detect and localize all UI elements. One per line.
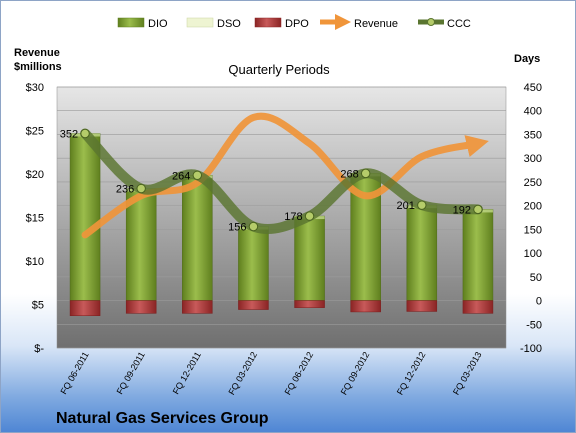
right-tick-label: -100 bbox=[520, 343, 542, 355]
ccc-data-label: 201 bbox=[396, 200, 414, 212]
category-label: FQ 09-2011 bbox=[115, 350, 147, 396]
legend-item-dpo: DPO bbox=[254, 17, 309, 30]
legend-label-revenue: Revenue bbox=[354, 18, 398, 30]
category-label: FQ 03-2013 bbox=[451, 350, 484, 397]
dpo-bar bbox=[182, 300, 213, 314]
dpo-bar bbox=[462, 300, 494, 314]
ccc-data-label: 236 bbox=[116, 184, 134, 196]
dpo-bar bbox=[125, 300, 157, 314]
dio-bar bbox=[462, 209, 494, 301]
left-tick-label: $10 bbox=[26, 256, 44, 268]
chart-title: Quarterly Periods bbox=[228, 62, 330, 77]
right-tick-label: 100 bbox=[524, 248, 542, 260]
company-name: Natural Gas Services Group bbox=[56, 410, 269, 427]
left-axis-title-line1: Revenue bbox=[14, 47, 60, 59]
left-tick-label: $25 bbox=[26, 126, 44, 138]
ccc-point bbox=[248, 221, 259, 232]
ccc-data-label: 268 bbox=[340, 168, 358, 180]
dio-bar bbox=[182, 175, 213, 301]
ccc-data-label: 352 bbox=[60, 129, 78, 141]
right-tick-label: -50 bbox=[526, 319, 542, 331]
legend-item-dio: DIO bbox=[117, 17, 168, 30]
category-label: FQ 09-2012 bbox=[339, 350, 372, 397]
ccc-point bbox=[417, 200, 427, 210]
legend-item-ccc: CCC bbox=[418, 18, 471, 30]
right-tick-label: 400 bbox=[524, 106, 542, 118]
left-tick-label: $5 bbox=[32, 300, 44, 312]
ccc-data-label: 264 bbox=[172, 170, 190, 182]
dio-bar bbox=[294, 215, 325, 301]
dpo-bar bbox=[350, 300, 381, 313]
right-tick-label: 50 bbox=[530, 272, 542, 284]
bars bbox=[69, 133, 494, 316]
category-label: FQ 03-2012 bbox=[226, 350, 259, 397]
ccc-line bbox=[80, 128, 483, 234]
legend: DIO DSO DPO Revenue CCC bbox=[117, 13, 471, 31]
legend-label-dso: DSO bbox=[217, 18, 241, 30]
category-label: FQ 12-2012 bbox=[395, 350, 428, 397]
category-label: FQ 06-2012 bbox=[283, 350, 316, 397]
right-tick-label: 350 bbox=[524, 129, 542, 141]
category-labels: FQ 06-2011 FQ 09-2011 FQ 12-2011 FQ 03-2012… bbox=[58, 350, 483, 397]
right-tick-label: 450 bbox=[524, 82, 542, 94]
ccc-data-label: 192 bbox=[453, 204, 471, 216]
left-tick-label: $- bbox=[34, 343, 44, 355]
legend-label-dpo: DPO bbox=[285, 18, 309, 30]
dpo-bar bbox=[406, 300, 438, 312]
left-tick-label: $30 bbox=[26, 82, 44, 94]
legend-label-ccc: CCC bbox=[447, 18, 471, 30]
dio-bar bbox=[406, 204, 438, 301]
left-tick-label: $15 bbox=[26, 213, 44, 225]
category-label: FQ 06-2011 bbox=[58, 350, 90, 396]
dpo-bar bbox=[294, 300, 325, 308]
ccc-point bbox=[192, 170, 203, 180]
right-axis-title: Days bbox=[514, 53, 540, 65]
right-tick-label: 300 bbox=[524, 153, 542, 165]
dio-bar bbox=[69, 133, 101, 301]
right-tick-label: 150 bbox=[524, 224, 542, 236]
dpo-bar bbox=[69, 300, 101, 316]
left-axis-ticks: $- $5 $10 $15 $20 $25 $30 bbox=[26, 82, 45, 355]
right-tick-label: 250 bbox=[524, 177, 542, 189]
ccc-point bbox=[360, 168, 371, 179]
ccc-data-label: 156 bbox=[228, 222, 246, 234]
dio-bar bbox=[125, 188, 157, 301]
ccc-point bbox=[304, 211, 315, 221]
legend-item-revenue: Revenue bbox=[320, 13, 398, 31]
left-axis-title-line2: $millions bbox=[14, 61, 62, 73]
ccc-point bbox=[80, 128, 90, 139]
right-axis-ticks: -100 -50 0 50 100 150 200 250 300 350 400 450 bbox=[520, 82, 542, 355]
ccc-data-label: 178 bbox=[284, 211, 302, 223]
right-tick-label: 0 bbox=[536, 296, 542, 308]
ccc-point bbox=[136, 183, 146, 194]
right-tick-label: 200 bbox=[524, 201, 542, 213]
ccc-point bbox=[473, 204, 483, 215]
category-label: FQ 12-2011 bbox=[171, 350, 203, 396]
data-labels: 352 236 264 156 178 268 201 192 bbox=[60, 129, 471, 234]
legend-item-dso: DSO bbox=[186, 17, 241, 30]
dio-bar bbox=[238, 226, 269, 301]
dpo-bar bbox=[238, 300, 269, 310]
legend-label-dio: DIO bbox=[148, 18, 168, 30]
left-tick-label: $20 bbox=[26, 169, 44, 181]
